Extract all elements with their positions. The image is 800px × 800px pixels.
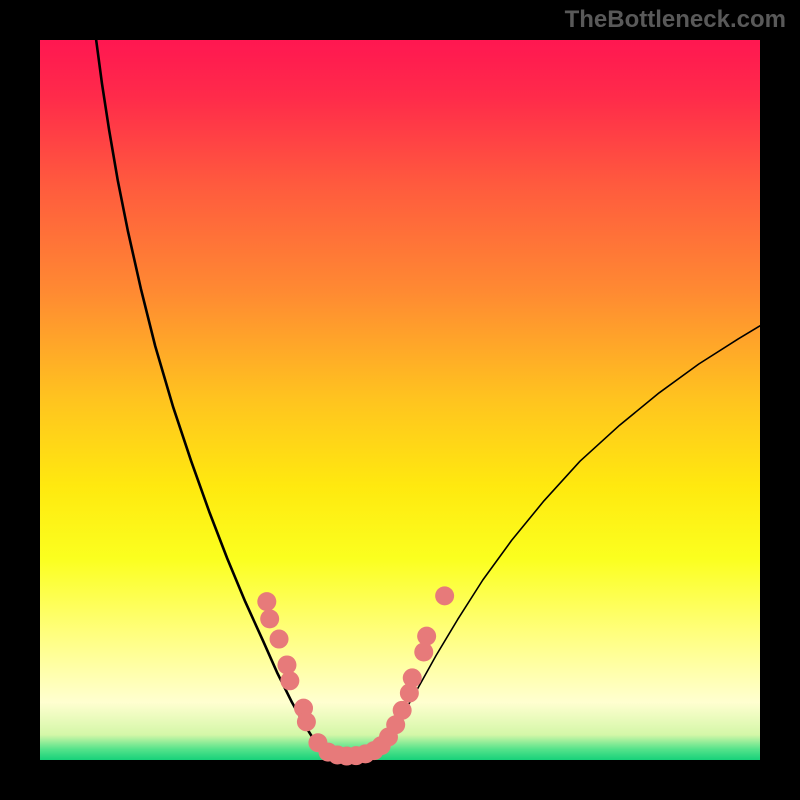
bottleneck-chart	[0, 0, 800, 800]
data-marker	[277, 655, 296, 674]
plot-background	[40, 40, 760, 760]
data-marker	[280, 671, 299, 690]
data-marker	[417, 627, 436, 646]
data-marker	[257, 592, 276, 611]
data-marker	[270, 630, 289, 649]
data-marker	[260, 609, 279, 628]
source-watermark: TheBottleneck.com	[565, 6, 786, 34]
data-marker	[435, 586, 454, 605]
data-marker	[393, 701, 412, 720]
data-marker	[414, 643, 433, 662]
data-marker	[297, 712, 316, 731]
chart-stage: TheBottleneck.com	[0, 0, 800, 800]
data-marker	[403, 668, 422, 687]
